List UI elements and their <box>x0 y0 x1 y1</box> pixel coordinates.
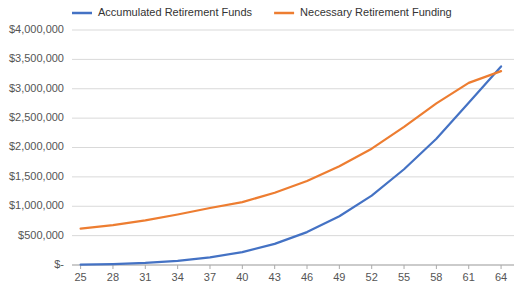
y-tick-label: $3,000,000 <box>9 82 64 94</box>
y-tick-label: $1,000,000 <box>9 199 64 211</box>
legend-swatch <box>274 12 294 15</box>
x-tick-label: 61 <box>463 271 475 283</box>
grid-line <box>72 265 514 266</box>
x-tick-label: 40 <box>236 271 248 283</box>
grid-line <box>72 118 514 119</box>
grid-line <box>72 147 514 148</box>
grid-line <box>72 88 514 89</box>
x-axis: 25 28 31 34 37 40 43 46 49 52 55 58 61 64 <box>72 265 514 283</box>
legend-item: Accumulated Retirement Funds <box>72 6 253 18</box>
x-tick <box>468 265 469 269</box>
x-tick <box>371 265 372 269</box>
x-tick <box>145 265 146 269</box>
x-tick-label: 25 <box>74 271 86 283</box>
series-line <box>81 71 501 228</box>
y-tick-label: $- <box>54 258 64 270</box>
legend-label: Necessary Retirement Funding <box>300 6 452 18</box>
legend-item: Necessary Retirement Funding <box>274 6 452 18</box>
x-tick-label: 46 <box>301 271 313 283</box>
y-tick-label: $2,500,000 <box>9 111 64 123</box>
x-tick <box>501 265 502 269</box>
grid-line <box>72 176 514 177</box>
x-tick-label: 31 <box>139 271 151 283</box>
lines <box>81 66 501 264</box>
grid-line <box>72 30 514 31</box>
x-tick <box>274 265 275 269</box>
series-line <box>81 66 501 264</box>
legend: Accumulated Retirement Funds Necessary Re… <box>72 6 452 18</box>
x-tick-label: 49 <box>333 271 345 283</box>
x-tick-label: 58 <box>430 271 442 283</box>
x-tick <box>112 265 113 269</box>
y-tick-label: $4,000,000 <box>9 23 64 35</box>
legend-swatch <box>72 12 92 15</box>
grid-line <box>72 235 514 236</box>
x-tick <box>177 265 178 269</box>
grid-line <box>72 206 514 207</box>
x-tick <box>307 265 308 269</box>
y-tick-label: $500,000 <box>18 229 64 241</box>
x-tick-label: 34 <box>172 271 184 283</box>
y-tick-label: $1,500,000 <box>9 170 64 182</box>
y-grid <box>72 30 514 265</box>
y-tick-label: $2,000,000 <box>9 140 64 152</box>
background <box>0 0 528 289</box>
legend-label: Accumulated Retirement Funds <box>98 6 253 18</box>
grid-line <box>72 59 514 60</box>
chart: $- $500,000 $1,000,000 $1,500,000 $2,000,000… <box>0 0 528 289</box>
x-tick-label: 55 <box>398 271 410 283</box>
x-tick-label: 28 <box>107 271 119 283</box>
x-tick-label: 43 <box>269 271 281 283</box>
x-tick <box>242 265 243 269</box>
x-tick-label: 37 <box>204 271 216 283</box>
x-tick <box>339 265 340 269</box>
x-tick-label: 64 <box>495 271 507 283</box>
x-tick-label: 52 <box>366 271 378 283</box>
x-tick <box>209 265 210 269</box>
x-tick <box>404 265 405 269</box>
y-tick-label: $3,500,000 <box>9 52 64 64</box>
x-tick <box>436 265 437 269</box>
x-axis-line <box>72 265 514 266</box>
y-axis: $- $500,000 $1,000,000 $1,500,000 $2,000,000… <box>9 23 64 270</box>
